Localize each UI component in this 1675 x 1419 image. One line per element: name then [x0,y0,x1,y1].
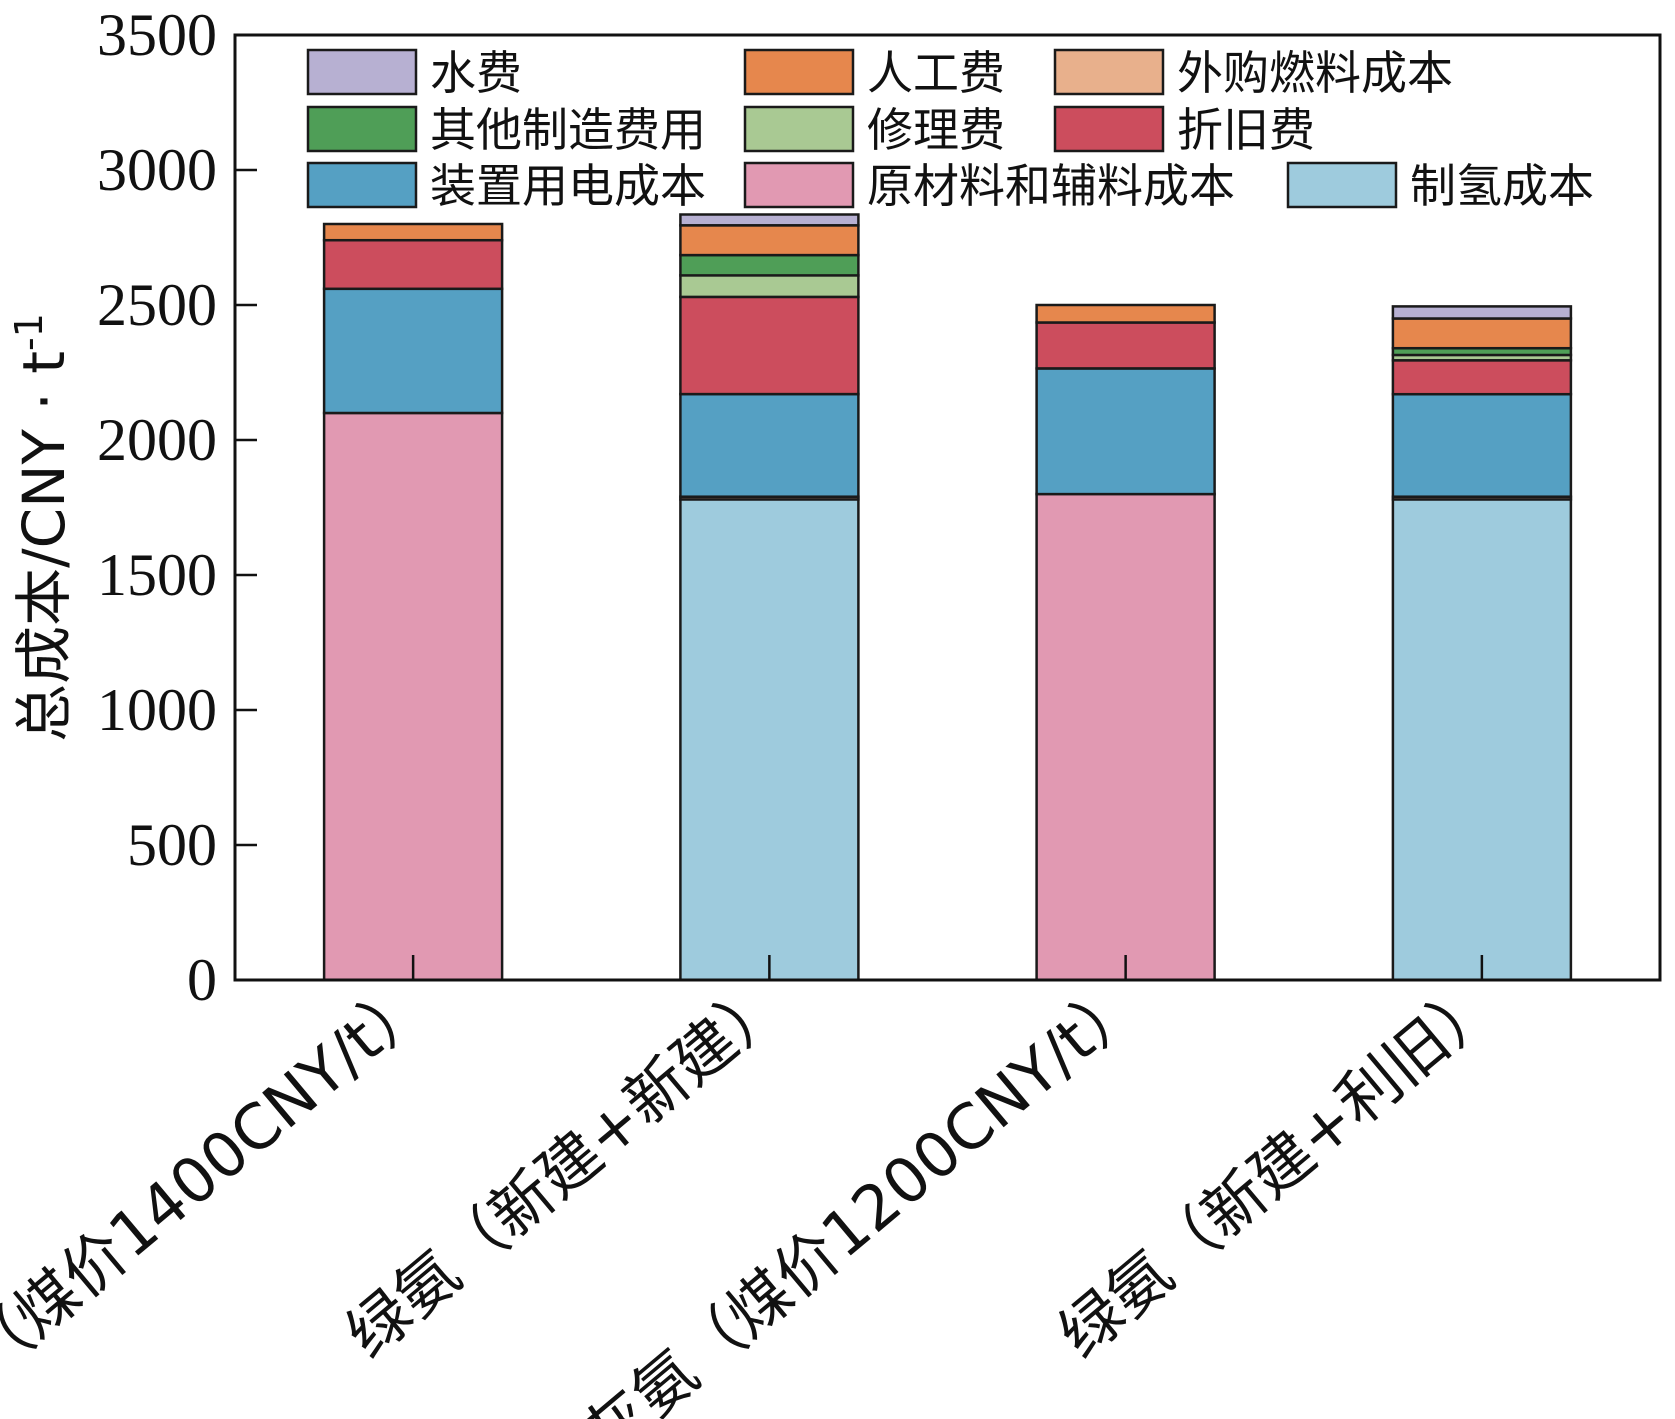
bar-segment-1-4 [322,287,504,415]
legend-label-1: 水费 [430,46,522,100]
bars-layer [322,213,1573,982]
legend-label-5: 修理费 [867,103,1005,157]
legend-swatch-8 [743,161,855,209]
bar-segment-4-5 [1391,359,1573,396]
bar-segment-1-5 [322,238,504,291]
legend-swatch-4 [306,105,418,153]
y-tick-label-3000: 3000 [97,137,217,203]
plot-frame [233,33,1662,982]
legend-label-2: 人工费 [867,46,1005,100]
bar-segment-4-8 [1391,317,1573,350]
legend-swatch-7 [306,161,418,209]
legend-label-8: 原材料和辅料成本 [867,159,1235,213]
legend-label-7: 装置用电成本 [430,159,706,213]
y-tick-label-1500: 1500 [97,542,217,608]
bar-segment-4-9 [1391,305,1573,320]
bar-segment-3-1 [1035,492,1216,982]
legend-swatch-3 [1053,48,1165,96]
bar-segment-3-5 [1035,321,1216,370]
y-tick-label-500: 500 [127,812,217,878]
x-tick-label-3: 灰氨（煤价1200CNY/t） [570,964,1155,1419]
legend-label-3: 外购燃料成本 [1177,46,1453,100]
bar-segment-2-5 [679,295,860,396]
bar-segment-2-6 [679,274,860,299]
bar-segment-1-8 [322,222,504,242]
bar-segment-3-4 [1035,367,1216,496]
legend-swatch-5 [743,105,855,153]
bar-segment-4-4 [1391,392,1573,498]
bar-segment-2-4 [679,392,860,498]
bar-segment-4-2 [1391,498,1573,982]
axes-layer [233,33,1662,982]
bar-segment-3-8 [1035,303,1216,324]
bar-segment-2-9 [679,213,860,227]
bar-segment-1-1 [322,411,504,982]
legend-label-6: 折旧费 [1177,103,1315,157]
legend-swatch-9 [1286,161,1398,209]
legend-label-4: 其他制造费用 [430,103,706,157]
y-tick-label-3500: 3500 [97,2,217,68]
legend-swatch-2 [743,48,855,96]
y-tick-label-1000: 1000 [97,677,217,743]
y-tick-label-2000: 2000 [97,407,217,473]
legend-label-9: 制氢成本 [1410,159,1594,213]
legend-swatch-1 [306,48,418,96]
bar-segment-2-7 [679,253,860,277]
y-tick-label-0: 0 [187,947,217,1013]
legend-swatch-6 [1053,105,1165,153]
bar-segment-2-2 [679,498,860,982]
bar-segment-2-8 [679,224,860,257]
y-axis-title: 总成本/CNY · t-1 [7,313,78,742]
y-tick-label-2500: 2500 [97,272,217,338]
